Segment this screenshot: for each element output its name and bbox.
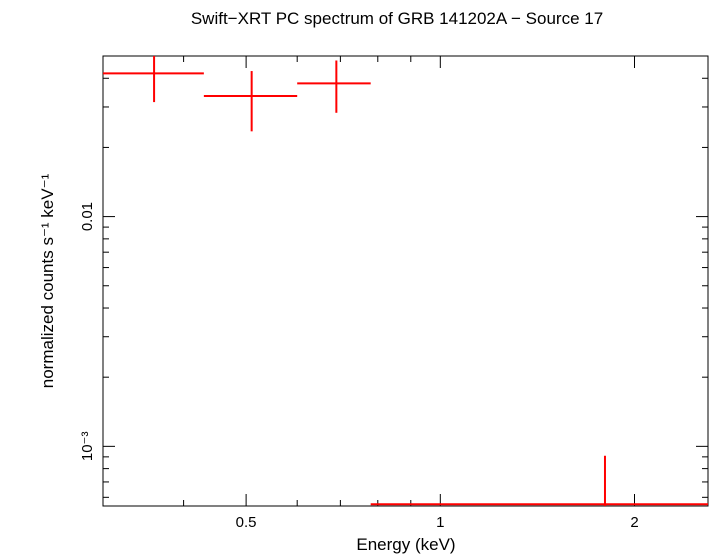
x-tick-label: 1 bbox=[436, 514, 444, 531]
y-tick-label: 10⁻³ bbox=[79, 432, 96, 462]
y-tick-label: 0.01 bbox=[79, 202, 96, 231]
x-axis-label: Energy (keV) bbox=[356, 535, 455, 554]
y-axis-label: normalized counts s⁻¹ keV⁻¹ bbox=[38, 173, 57, 388]
plot-frame bbox=[102, 55, 709, 507]
chart-title: Swift−XRT PC spectrum of GRB 141202A − S… bbox=[191, 9, 603, 28]
data-point bbox=[203, 71, 298, 132]
data-point bbox=[370, 455, 708, 506]
x-tick-label: 0.5 bbox=[236, 514, 257, 531]
x-tick-label: 2 bbox=[630, 514, 638, 531]
data-point bbox=[103, 56, 204, 103]
data-point bbox=[297, 60, 371, 113]
